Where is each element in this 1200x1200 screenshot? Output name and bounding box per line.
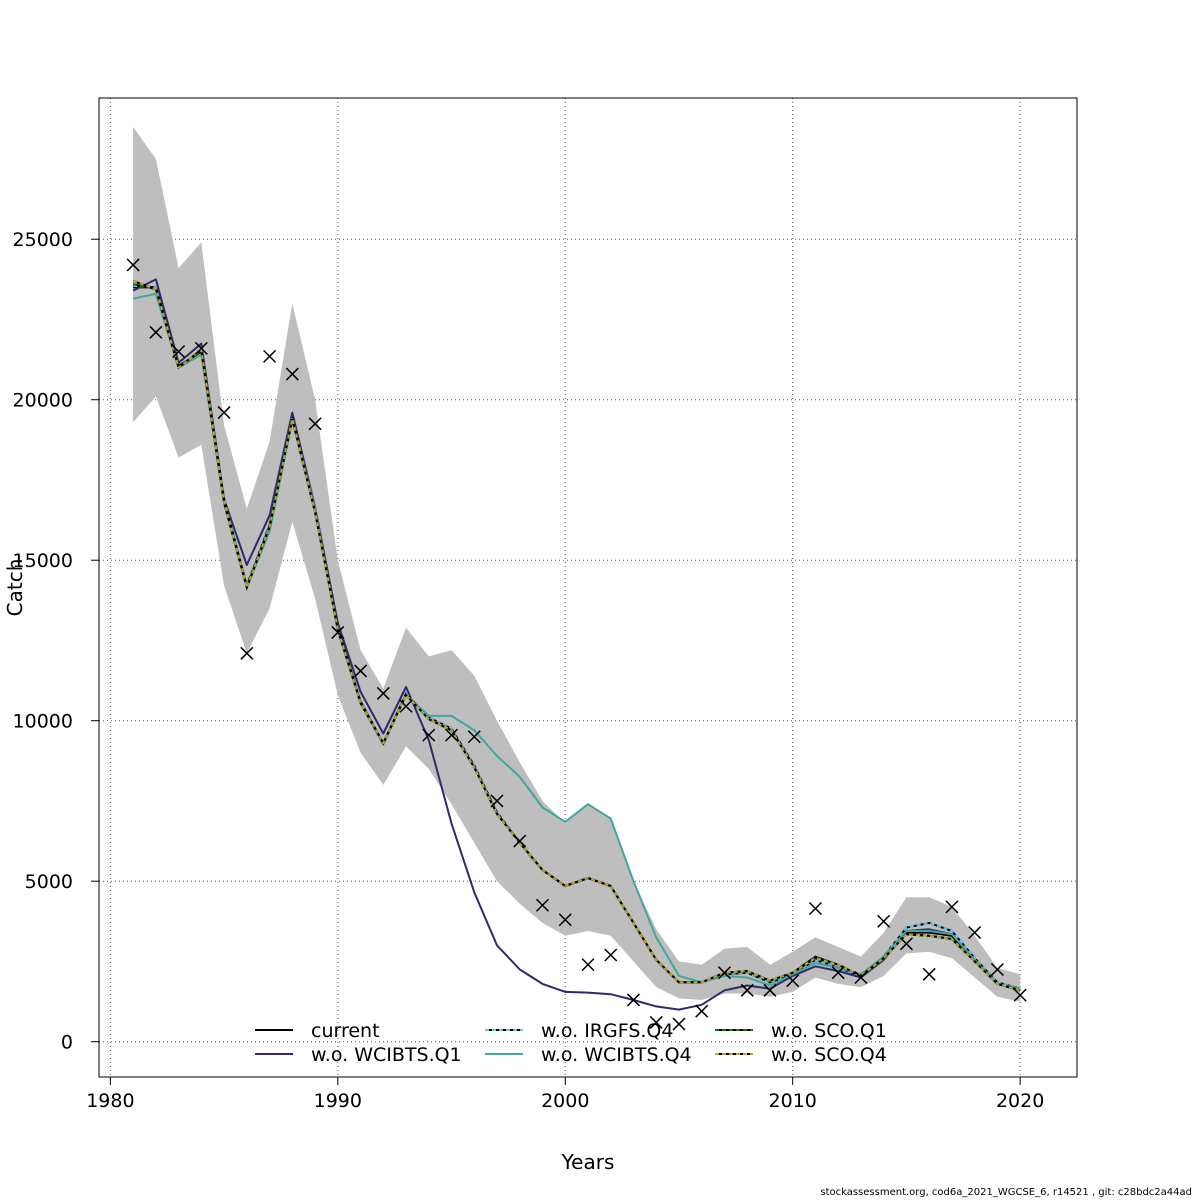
y-tick-label: 15000 xyxy=(13,550,73,572)
observation-point xyxy=(354,664,368,678)
observation-point xyxy=(786,974,800,988)
observation-point xyxy=(717,966,731,980)
x-axis-title: Years xyxy=(561,1150,615,1174)
observation-point xyxy=(376,686,390,700)
observation-point xyxy=(968,926,982,940)
observation-point xyxy=(877,914,891,928)
legend-label: w.o. WCIBTS.Q4 xyxy=(541,1044,692,1066)
legend-label: w.o. SCO.Q4 xyxy=(771,1044,887,1066)
observation-point xyxy=(581,958,595,972)
observation-point xyxy=(490,794,504,808)
series-line-outline xyxy=(132,280,1021,992)
observation-point xyxy=(126,258,140,272)
series-lines xyxy=(132,278,1021,1011)
footer-credit: stockassessment.org, cod6a_2021_WGCSE_6,… xyxy=(820,1187,1192,1198)
observation-point xyxy=(240,646,254,660)
x-tick-label: 2010 xyxy=(769,1090,817,1112)
observation-point xyxy=(672,1017,686,1031)
observation-point xyxy=(149,325,163,339)
observation-point xyxy=(649,1015,663,1029)
y-tick-label: 5000 xyxy=(25,871,73,893)
y-tick-label: 25000 xyxy=(13,229,73,251)
legend-label: current xyxy=(311,1020,380,1042)
observation-markers xyxy=(126,258,1027,1031)
observation-point xyxy=(308,417,322,431)
legend-label: w.o. WCIBTS.Q1 xyxy=(311,1044,462,1066)
observation-point xyxy=(990,962,1004,977)
observation-point xyxy=(1013,988,1027,1002)
observation-point xyxy=(626,993,641,1007)
observation-point xyxy=(172,345,186,359)
x-tick-label: 2020 xyxy=(996,1090,1044,1112)
observation-point xyxy=(899,937,913,951)
y-tick-label: 10000 xyxy=(13,711,73,733)
observation-point xyxy=(422,728,436,742)
observation-point xyxy=(263,349,277,363)
observation-point xyxy=(854,970,868,985)
observation-point xyxy=(558,913,572,927)
observation-point xyxy=(808,901,822,916)
observation-point xyxy=(331,625,345,639)
legend-label: w.o. IRGFS.Q4 xyxy=(541,1020,673,1042)
confidence-band-area xyxy=(133,126,1021,1002)
observation-point xyxy=(445,728,459,742)
x-tick-label: 2000 xyxy=(541,1090,589,1112)
legend-label: w.o. SCO.Q1 xyxy=(771,1020,887,1042)
y-tick-label: 20000 xyxy=(13,390,73,412)
observation-point xyxy=(535,898,550,912)
observation-point xyxy=(695,1004,709,1018)
observation-point xyxy=(194,341,208,355)
axes: 1980 1990 2000 2010 2020 0 5000 10000 15000 20000… xyxy=(13,229,1045,1112)
observation-point xyxy=(467,730,481,744)
observation-point xyxy=(513,834,527,848)
observation-point xyxy=(285,367,299,381)
observation-point xyxy=(740,983,754,997)
observation-point xyxy=(604,948,618,962)
series-line xyxy=(132,278,1021,1011)
y-tick-label: 0 xyxy=(61,1032,73,1054)
x-tick-label: 1990 xyxy=(314,1090,362,1112)
observation-point xyxy=(831,966,845,980)
x-tick-label: 1980 xyxy=(86,1090,134,1112)
observation-point xyxy=(217,406,231,420)
observation-point xyxy=(922,967,936,981)
observation-point xyxy=(945,900,959,914)
confidence-band xyxy=(133,126,1021,1002)
observation-point xyxy=(399,699,413,713)
y-axis-title: Catch xyxy=(3,559,27,617)
plot-frame xyxy=(98,97,1078,1078)
observation-point xyxy=(763,983,777,997)
